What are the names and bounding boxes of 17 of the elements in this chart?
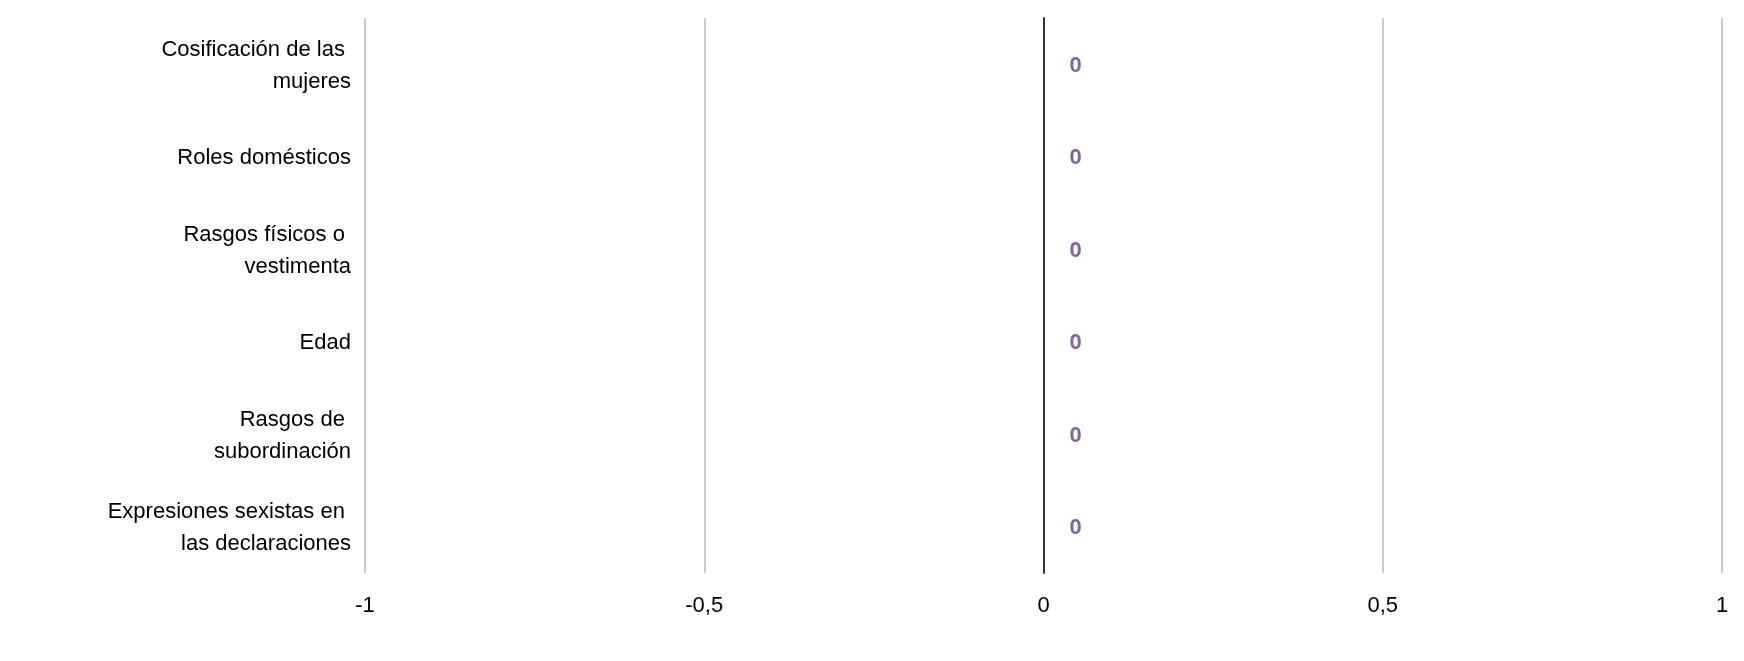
x-tick-label: 1 [1715, 591, 1729, 617]
y-tick-label: Roles domésticos [177, 144, 351, 170]
x-tick-label: 0,5 [1367, 591, 1399, 617]
x-tick-label: -1 [355, 591, 375, 617]
data-label: 0 [1069, 421, 1082, 447]
y-tick-label: Edad [299, 329, 351, 355]
data-label: 0 [1069, 514, 1082, 540]
y-tick-label: Rasgos de subordinación [214, 405, 351, 463]
data-label: 0 [1069, 236, 1082, 262]
data-label: 0 [1069, 51, 1082, 77]
y-tick-label: Expresiones sexistas en las declaraciones [107, 498, 351, 556]
x-tick-label: 0 [1037, 591, 1050, 617]
y-tick-label: Rasgos físicos o vestimenta [183, 220, 352, 278]
data-label: 0 [1069, 329, 1082, 355]
x-tick-label: -0,5 [685, 591, 724, 617]
y-tick-label: Cosificación de las mujeres [161, 35, 351, 93]
data-label: 0 [1069, 144, 1082, 170]
